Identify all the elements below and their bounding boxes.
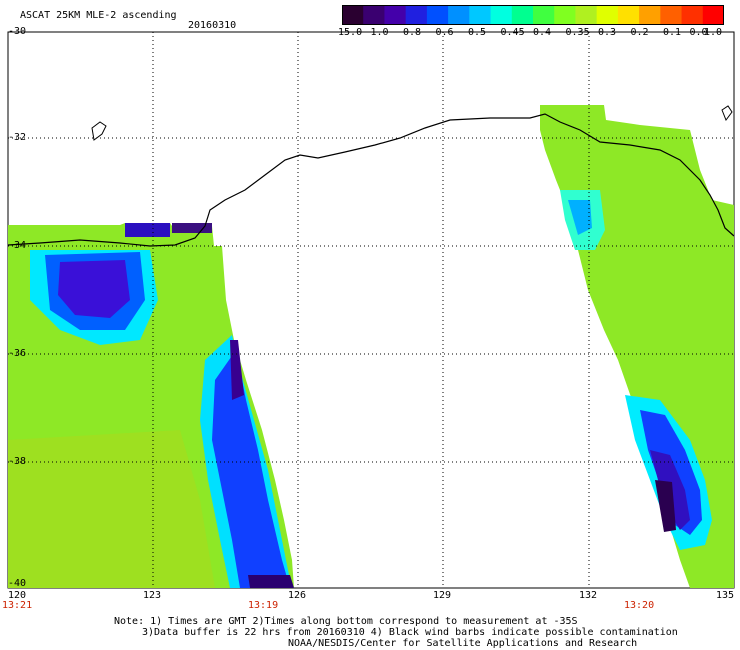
colorbar-label: -0.5 xyxy=(462,27,487,38)
time-middle: 13:19 xyxy=(248,600,279,611)
colorbar-label: -15.0 xyxy=(332,27,363,38)
note-line-3: NOAA/NESDIS/Center for Satellite Applica… xyxy=(288,638,638,649)
colorbar-segment xyxy=(575,5,598,25)
lat-label: -40 xyxy=(8,578,27,589)
note-line-2: 3)Data buffer is 22 hrs from 20160310 4)… xyxy=(142,627,678,638)
time-left: 13:21 xyxy=(2,600,33,611)
colorbar-label: -1.0 xyxy=(364,27,389,38)
colorbar-segment xyxy=(681,5,704,25)
note-line-1: Note: 1) Times are GMT 2)Times along bot… xyxy=(114,616,578,627)
colorbar-segment xyxy=(702,5,724,25)
island xyxy=(721,105,733,122)
colorbar-segment xyxy=(554,5,576,25)
colorbar-label: -0.1 xyxy=(657,27,682,38)
lon-label: 123 xyxy=(143,590,162,601)
colorbar-segment xyxy=(469,5,492,25)
lat-label: -38 xyxy=(8,456,27,467)
map-date: 20160310 xyxy=(188,20,237,31)
colorbar-segment xyxy=(363,5,385,25)
lon-label: 126 xyxy=(288,590,307,601)
right-swath xyxy=(540,105,734,588)
colorbar-segment xyxy=(660,5,683,25)
coastline xyxy=(7,113,735,247)
colorbar-segment xyxy=(617,5,640,25)
colorbar-label: 0.0 xyxy=(689,27,708,38)
colorbar-segment xyxy=(639,5,661,25)
colorbar-segment xyxy=(490,5,513,25)
island xyxy=(91,121,107,141)
lat-label: -34 xyxy=(8,240,27,251)
colorbar xyxy=(342,5,724,25)
left-swath xyxy=(8,223,294,588)
colorbar-label: 1.0 xyxy=(704,27,723,38)
lon-label: 129 xyxy=(433,590,452,601)
colorbar-segment xyxy=(405,5,428,25)
colorbar-segment xyxy=(426,5,449,25)
colorbar-label: -0.4 xyxy=(527,27,552,38)
lat-label: -30 xyxy=(8,26,27,37)
lon-label: 132 xyxy=(579,590,598,601)
lon-label: 120 xyxy=(8,590,27,601)
colorbar-segment xyxy=(384,5,407,25)
colorbar-label: -0.3 xyxy=(592,27,617,38)
colorbar-label: -0.6 xyxy=(429,27,454,38)
colorbar-segment xyxy=(533,5,555,25)
map-title: ASCAT 25KM MLE-2 ascending xyxy=(20,10,177,21)
lon-label: 135 xyxy=(716,590,735,601)
colorbar-segment xyxy=(511,5,534,25)
lat-label: -32 xyxy=(8,132,27,143)
time-right: 13:20 xyxy=(624,600,655,611)
colorbar-segment xyxy=(448,5,470,25)
grid xyxy=(8,32,734,588)
colorbar-label: -0.8 xyxy=(397,27,422,38)
colorbar-segment xyxy=(596,5,619,25)
colorbar-segment xyxy=(342,5,364,25)
colorbar-label: -0.45 xyxy=(494,27,525,38)
lat-label: -36 xyxy=(8,348,27,359)
colorbar-label: -0.2 xyxy=(624,27,649,38)
colorbar-label: -0.35 xyxy=(559,27,590,38)
